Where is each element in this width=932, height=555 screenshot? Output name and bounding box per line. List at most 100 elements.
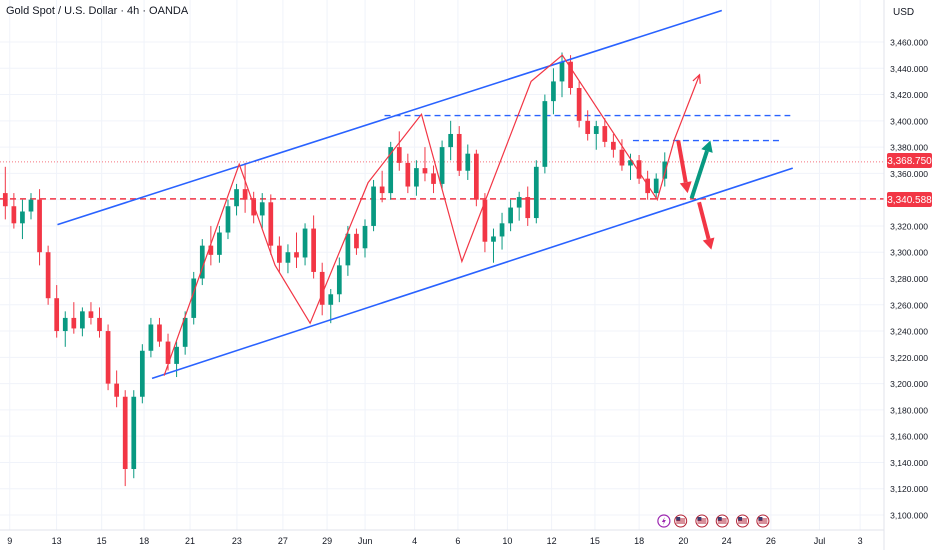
time-tick-label: 9 xyxy=(7,536,12,546)
time-tick-label: 20 xyxy=(678,536,688,546)
current-price-badge: 3,368.750 xyxy=(887,153,932,168)
candle-body xyxy=(362,225,368,249)
time-tick-label: 12 xyxy=(547,536,557,546)
candle-body xyxy=(199,245,205,279)
price-tick-label: 3,360.000 xyxy=(890,169,928,179)
price-tick-label: 3,180.000 xyxy=(890,405,928,415)
candle-body xyxy=(251,199,257,216)
candle-body xyxy=(234,189,239,207)
candle-body xyxy=(602,126,608,142)
candle-body xyxy=(259,202,265,216)
time-tick-label: 27 xyxy=(278,536,288,546)
us-flag-icon xyxy=(715,514,729,528)
candle-body xyxy=(208,245,214,255)
candle-body xyxy=(268,202,274,246)
price-tick-label: 3,420.000 xyxy=(890,90,928,100)
candle-body xyxy=(439,147,445,184)
candle-body xyxy=(482,199,488,242)
candle-body xyxy=(516,197,522,208)
price-tick-label: 3,400.000 xyxy=(890,116,928,126)
candle-body xyxy=(294,252,299,258)
price-tick-label: 3,160.000 xyxy=(890,432,928,442)
candle-body xyxy=(491,236,496,242)
channel-upper-line xyxy=(57,9,723,226)
price-tick-label: 3,440.000 xyxy=(890,64,928,74)
price-tick-label: 3,380.000 xyxy=(890,143,928,153)
candle-body xyxy=(277,245,282,263)
lightning-icon xyxy=(657,514,671,528)
candle-body xyxy=(542,101,548,167)
price-tick-label: 3,260.000 xyxy=(890,300,928,310)
time-tick-label: 18 xyxy=(139,536,149,546)
us-flag-icon xyxy=(756,514,770,528)
forecast-arrow-head xyxy=(702,237,715,250)
trend-channel xyxy=(57,9,794,380)
channel-lower-line xyxy=(151,167,794,380)
candle-body xyxy=(551,81,556,102)
time-tick-label: 26 xyxy=(766,536,776,546)
time-axis[interactable]: 9 13 15 18 21 23 27 29 Jun 4 6 10 12 15 18 20 24 26 Jul 3 xyxy=(7,536,862,546)
price-tick-label: 3,240.000 xyxy=(890,327,928,337)
candle-body xyxy=(174,346,179,364)
time-tick-label: 3 xyxy=(858,536,863,546)
candle-body xyxy=(559,61,565,82)
candle-body xyxy=(414,168,419,187)
candle-body xyxy=(371,186,376,226)
support-price-badge: 3,340.588 xyxy=(887,192,932,207)
candle-body xyxy=(80,311,85,329)
time-tick-label: Jul xyxy=(814,536,826,546)
candle-body xyxy=(37,199,42,253)
price-tick-label: 3,120.000 xyxy=(890,484,928,494)
time-tick-label: 4 xyxy=(412,536,417,546)
candle-body xyxy=(628,160,633,166)
candle-body xyxy=(508,207,513,224)
candle-body xyxy=(525,197,531,219)
candle-body xyxy=(354,233,359,249)
candle-body xyxy=(473,153,479,200)
time-tick-label: 6 xyxy=(455,536,460,546)
candle-body xyxy=(54,298,60,332)
current-price-label: 3,368.750 xyxy=(887,156,932,167)
price-axis[interactable]: 3,100.000 3,120.000 3,140.000 3,160.000 3,18… xyxy=(890,38,928,521)
candle-body xyxy=(465,153,471,171)
time-tick-label: 15 xyxy=(590,536,600,546)
candle-body xyxy=(182,317,188,347)
candle-body xyxy=(533,166,539,219)
candle-body xyxy=(593,126,599,134)
candle-body xyxy=(345,233,351,266)
zigzag-line xyxy=(163,54,701,376)
candle-body xyxy=(388,147,394,194)
candle-body xyxy=(2,193,8,207)
price-tick-label: 3,460.000 xyxy=(890,38,928,48)
time-tick-label: 24 xyxy=(722,536,732,546)
candle-body xyxy=(11,206,17,224)
time-tick-label: 10 xyxy=(502,536,512,546)
candle-body xyxy=(431,173,436,184)
candle-body xyxy=(148,324,154,351)
forecast-arrows xyxy=(676,140,715,250)
price-tick-label: 3,200.000 xyxy=(890,379,928,389)
candle-body xyxy=(653,178,659,194)
candle-body xyxy=(165,341,171,364)
chart-title: Gold Spot / U.S. Dollar · 4h · OANDA xyxy=(6,5,189,17)
candle-body xyxy=(71,317,77,329)
candle-body xyxy=(319,271,325,305)
time-tick-label: Jun xyxy=(358,536,373,546)
support-price-label: 3,340.588 xyxy=(887,195,932,206)
candle-body xyxy=(157,324,162,342)
forecast-arrow-shaft xyxy=(689,150,709,199)
candle-body xyxy=(114,383,119,397)
time-tick-label: 23 xyxy=(232,536,242,546)
us-flag-icon xyxy=(674,514,688,528)
candle-body xyxy=(105,331,111,384)
candle-body xyxy=(448,133,454,148)
time-tick-label: 18 xyxy=(634,536,644,546)
price-tick-label: 3,100.000 xyxy=(890,511,928,521)
currency-selector[interactable]: USD xyxy=(893,7,915,18)
candle-body xyxy=(122,396,128,470)
time-tick-label: 15 xyxy=(97,536,107,546)
candle-body xyxy=(225,206,231,233)
forecast-arrow-shaft xyxy=(697,201,711,240)
